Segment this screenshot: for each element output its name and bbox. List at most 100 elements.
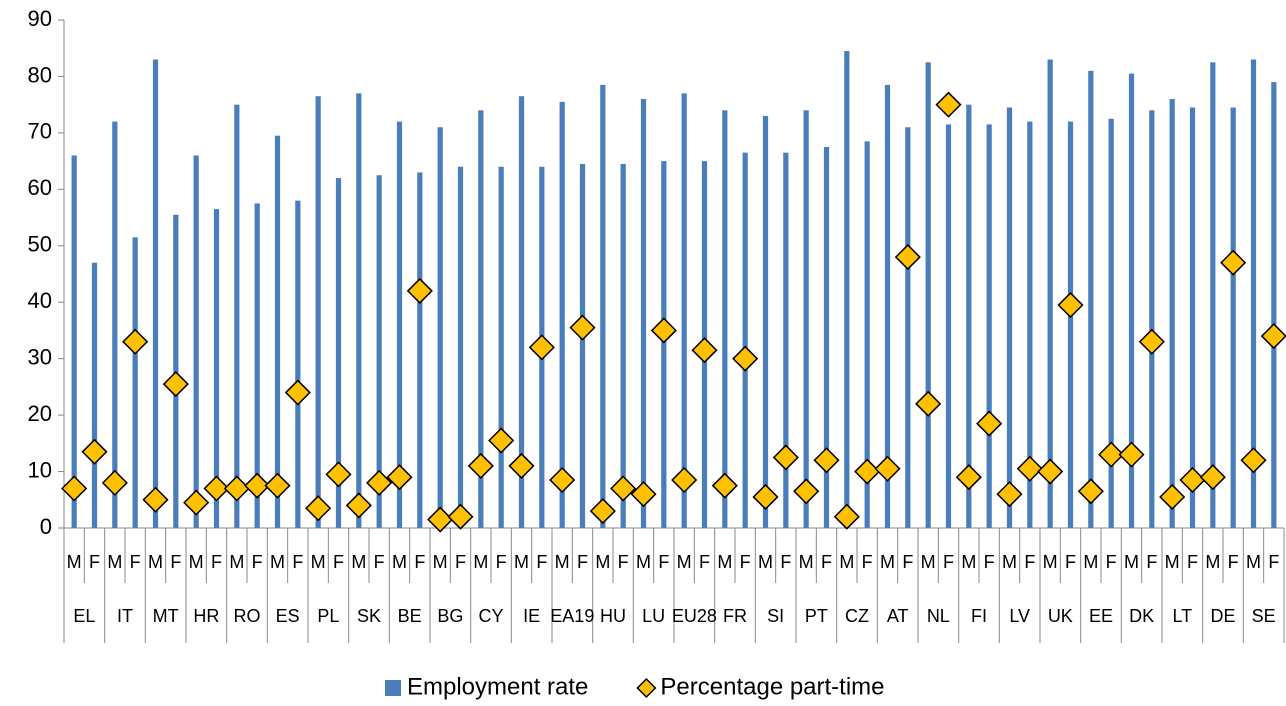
- diamond-marker: [386, 464, 413, 491]
- y-tick-label: 20: [28, 401, 52, 426]
- bar: [986, 124, 992, 528]
- diamond-marker: [142, 486, 169, 513]
- bar: [1189, 107, 1196, 528]
- diamond-marker: [61, 475, 88, 502]
- x-tick-label: F: [1187, 552, 1198, 572]
- x-tick-label: M: [189, 552, 204, 572]
- x-tick-label: F: [1268, 552, 1279, 572]
- x-tick-label: F: [333, 552, 344, 572]
- x-tick-label: F: [252, 552, 263, 572]
- bar: [478, 110, 484, 529]
- x-tick-label: F: [740, 552, 751, 572]
- diamond-marker: [1016, 455, 1043, 482]
- bar: [1067, 121, 1074, 528]
- x-tick-label: F: [414, 552, 425, 572]
- bar: [1088, 70, 1094, 529]
- diamond-marker: [427, 506, 454, 533]
- diamond-marker: [447, 503, 474, 530]
- diamond-marker: [528, 334, 555, 361]
- group-label: HU: [600, 606, 626, 626]
- bar: [620, 163, 626, 528]
- diamond-marker: [305, 495, 332, 522]
- diamond-marker: [793, 478, 820, 505]
- bar: [1047, 59, 1053, 529]
- diamond-marker: [1077, 478, 1104, 505]
- group-label: LU: [642, 606, 665, 626]
- x-tick-label: F: [658, 552, 669, 572]
- x-tick-label: M: [677, 552, 692, 572]
- group-label: HR: [193, 606, 219, 626]
- group-label: MT: [153, 606, 179, 626]
- x-tick-label: M: [880, 552, 895, 572]
- x-tick-label: M: [270, 552, 285, 572]
- diamond-marker: [1057, 291, 1084, 319]
- x-tick-label: M: [1002, 552, 1017, 572]
- x-tick-label: M: [1043, 552, 1058, 572]
- diamond-marker: [955, 464, 982, 491]
- bar: [213, 209, 220, 529]
- diamond-marker: [1260, 323, 1286, 350]
- x-tick-label: F: [170, 552, 181, 572]
- diamond-marker: [366, 469, 393, 496]
- diamond-marker: [671, 466, 698, 494]
- bar: [1230, 107, 1236, 528]
- x-tick-label: M: [311, 552, 326, 572]
- bar: [112, 121, 118, 528]
- diamond-marker: [81, 438, 108, 465]
- bar: [681, 93, 687, 528]
- x-tick-label: F: [577, 552, 588, 572]
- y-tick-label: 0: [40, 514, 52, 539]
- x-tick-label: F: [292, 552, 303, 572]
- diamond-marker: [630, 481, 657, 508]
- diamond-marker: [1118, 441, 1145, 468]
- diamond-marker: [1179, 466, 1206, 494]
- x-tick-label: M: [839, 552, 854, 572]
- diamond-marker: [569, 314, 596, 341]
- x-tick-label: M: [1124, 552, 1139, 572]
- x-tick-label: M: [921, 552, 936, 572]
- group-label: SI: [767, 606, 784, 626]
- bar: [457, 166, 464, 528]
- bar: [579, 163, 586, 528]
- diamond-marker: [732, 345, 759, 372]
- x-tick-label: F: [862, 552, 873, 572]
- group-label: IE: [523, 606, 540, 626]
- x-tick-label: M: [514, 552, 529, 572]
- bar: [1027, 121, 1033, 528]
- x-tick-label: F: [821, 552, 832, 572]
- x-tick-label: M: [351, 552, 366, 572]
- x-tick-label: F: [902, 552, 913, 572]
- diamond-marker: [854, 458, 881, 485]
- bar: [742, 152, 748, 528]
- diamond-marker: [122, 328, 149, 355]
- x-tick-label: M: [107, 552, 122, 572]
- x-tick-label: F: [1106, 552, 1117, 572]
- diamond-marker: [610, 475, 637, 502]
- bar: [559, 101, 565, 528]
- legend-marker: [385, 680, 401, 696]
- x-tick-label: M: [229, 552, 244, 572]
- bar: [396, 121, 403, 528]
- x-tick-label: M: [148, 552, 163, 572]
- diamond-marker: [549, 466, 576, 494]
- bar: [966, 104, 972, 529]
- diamond-marker: [691, 337, 718, 364]
- diamond-marker: [203, 475, 230, 502]
- group-label: IT: [117, 606, 133, 626]
- x-tick-label: F: [780, 552, 791, 572]
- x-tick-label: F: [211, 552, 222, 572]
- diamond-marker: [874, 455, 901, 482]
- bar: [1006, 107, 1013, 528]
- diamond-marker: [1199, 464, 1226, 491]
- bar: [518, 96, 525, 528]
- group-label: SE: [1252, 606, 1276, 626]
- bar: [1149, 110, 1155, 529]
- group-label: EA19: [550, 606, 594, 626]
- bar: [417, 172, 423, 528]
- y-tick-label: 80: [28, 62, 52, 87]
- diamond-marker: [101, 469, 128, 496]
- group-label: EE: [1089, 606, 1113, 626]
- bar: [640, 99, 647, 529]
- group-label: SK: [357, 606, 381, 626]
- group-label: PT: [805, 606, 828, 626]
